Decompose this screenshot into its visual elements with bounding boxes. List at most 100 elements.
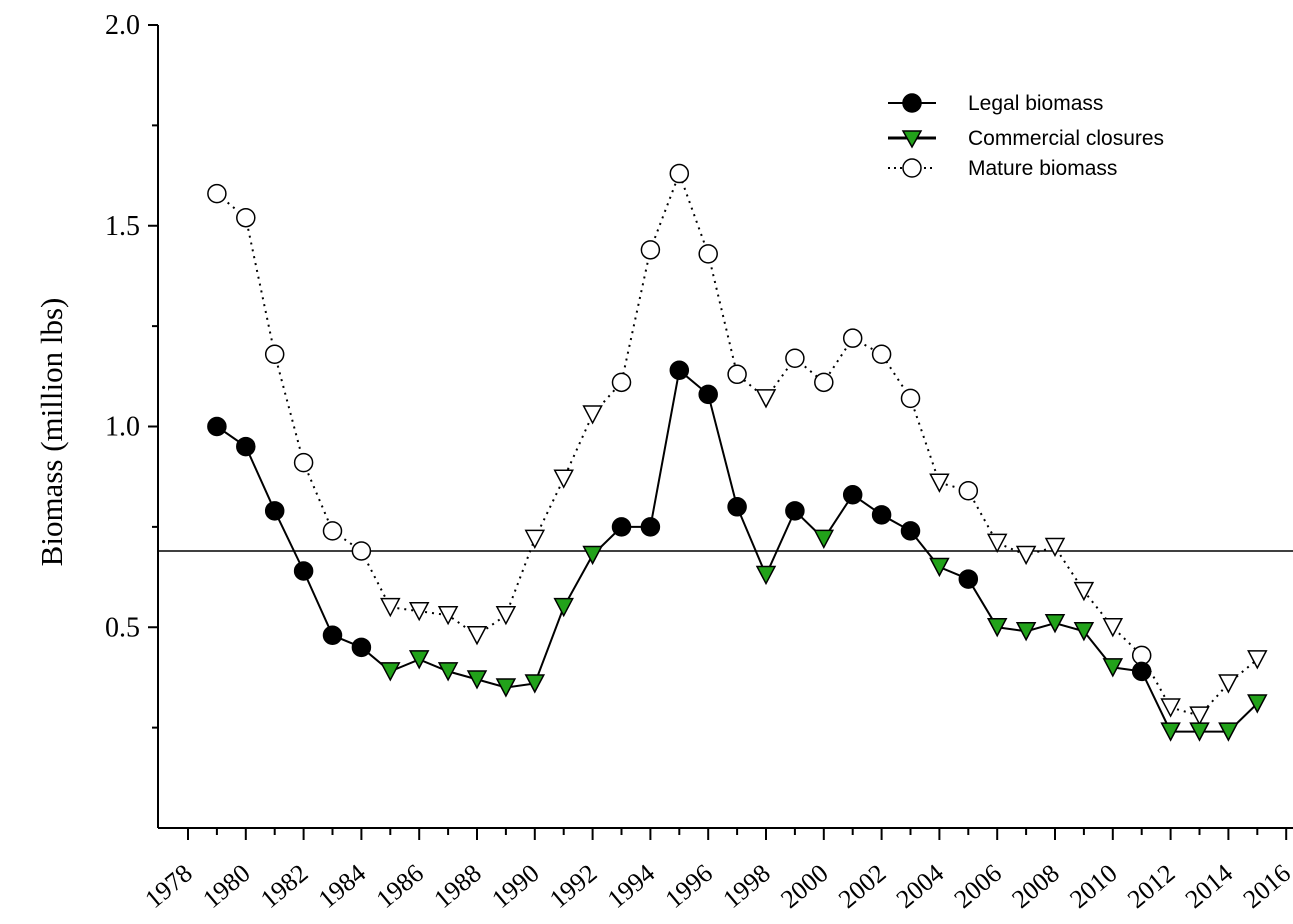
legal-closure-marker [1015, 622, 1037, 642]
legal-biomass-point [871, 505, 892, 525]
mature-closure-marker [1189, 706, 1210, 726]
legal-closure-marker [1102, 658, 1124, 678]
mature-closure-marker [582, 405, 603, 425]
mature-biomass-point [958, 480, 979, 501]
legal-biomass-point [640, 517, 661, 537]
legend-closure-label: Commercial closures [968, 127, 1164, 150]
mature-biomass-point [293, 452, 314, 473]
x-tick-label: 1996 [660, 858, 718, 914]
mature-closure-marker [755, 389, 777, 409]
legal-closure-marker [437, 662, 459, 682]
mature-biomass-point [871, 344, 892, 364]
x-tick-label: 1978 [139, 858, 197, 914]
mature-biomass-point [351, 541, 372, 561]
mature-closure-marker [466, 626, 488, 646]
legal-biomass-point [322, 625, 343, 646]
x-tick-label: 2008 [1006, 858, 1064, 914]
legal-biomass-point [785, 501, 805, 521]
legal-biomass-point [669, 360, 690, 381]
legal-closure-marker [986, 618, 1008, 638]
y-tick-label: 1.0 [105, 412, 140, 443]
mature-biomass-point [322, 521, 343, 541]
legend-mature-label: Mature biomass [968, 157, 1117, 180]
axes [148, 24, 1293, 840]
legal-closure-marker [380, 662, 401, 682]
y-axis-title: Biomass (million lbs) [34, 298, 69, 567]
legend: Legal biomass Commercial closures Mature… [888, 92, 1164, 180]
legal-biomass-point [236, 436, 256, 457]
x-tick-label: 1984 [313, 858, 371, 914]
legal-biomass-point [293, 561, 314, 581]
legal-closure-marker [1160, 722, 1181, 742]
y-tick-label: 0.5 [105, 612, 140, 643]
mature-closure-marker [437, 605, 459, 626]
legal-closure-marker [755, 565, 777, 586]
legal-biomass-point [611, 517, 632, 537]
legal-closure-marker [1189, 722, 1210, 742]
x-tick-label: 2010 [1064, 858, 1122, 914]
legal-closure-marker [495, 678, 517, 698]
mature-biomass-point [698, 244, 718, 264]
legal-closure-marker [408, 650, 430, 670]
legal-biomass-point [351, 637, 372, 658]
legal-closure-marker [813, 529, 835, 550]
legend-legal-marker [902, 93, 922, 113]
x-tick-label: 1990 [486, 858, 544, 914]
x-tick-label: 2016 [1238, 858, 1293, 914]
legal-biomass-point [698, 384, 718, 405]
legal-biomass-point [264, 501, 285, 521]
series-markers [207, 163, 1268, 742]
x-tick-label: 1988 [428, 858, 486, 914]
mature-biomass-point [207, 183, 227, 204]
mature-closure-marker [1247, 650, 1268, 670]
x-tick-label: 2000 [775, 858, 833, 914]
legal-biomass-point [727, 497, 747, 517]
legal-closure-marker [1044, 613, 1066, 634]
mature-biomass-point [264, 344, 285, 364]
y-tick-labels: 0.5 1.0 1.5 2.0 [105, 10, 140, 643]
legal-biomass-point [1131, 661, 1152, 682]
legal-closure-marker [524, 674, 546, 694]
legal-closure-marker [929, 557, 950, 578]
legend-legal-label: Legal biomass [968, 92, 1103, 115]
y-tick-label: 2.0 [105, 10, 140, 41]
x-tick-label: 2012 [1122, 858, 1180, 914]
x-tick-label: 2014 [1180, 858, 1238, 914]
mature-biomass-point [842, 328, 863, 348]
legal-closure-marker [1073, 622, 1095, 642]
x-tick-label: 2002 [833, 858, 891, 914]
mature-closure-marker [1218, 674, 1239, 694]
mature-closure-marker [553, 469, 574, 489]
mature-closure-marker [1015, 545, 1037, 566]
mature-biomass-point [1131, 645, 1152, 666]
mature-closure-marker [1044, 537, 1066, 558]
mature-biomass-point [236, 207, 256, 228]
y-tick-label: 1.5 [105, 211, 140, 242]
mature-closure-marker [1160, 698, 1181, 718]
x-tick-label: 1994 [602, 858, 660, 914]
legal-closure-marker [1218, 722, 1239, 742]
mature-closure-marker [495, 605, 517, 626]
mature-biomass-point [669, 163, 690, 184]
x-tick-label: 1998 [717, 858, 775, 914]
legal-biomass-point [900, 521, 921, 541]
x-tick-label: 1986 [371, 858, 429, 914]
mature-closure-marker [929, 473, 950, 493]
legal-biomass-point [842, 485, 863, 505]
mature-closure-marker [986, 533, 1008, 554]
legal-biomass-point [207, 416, 227, 437]
mature-biomass-line [216, 170, 1258, 717]
legal-biomass-point [958, 569, 979, 589]
legend-closure-marker [901, 130, 923, 149]
legal-closure-marker [553, 597, 574, 618]
mature-biomass-point [785, 348, 805, 368]
x-tick-label: 2006 [949, 858, 1007, 914]
mature-closure-marker [1102, 618, 1124, 638]
mature-biomass-point [814, 372, 834, 393]
mature-closure-marker [408, 601, 430, 622]
mature-closure-marker [524, 529, 546, 550]
legend-mature-marker [902, 158, 922, 178]
mature-biomass-point [640, 240, 661, 260]
legal-closure-marker [582, 545, 603, 566]
